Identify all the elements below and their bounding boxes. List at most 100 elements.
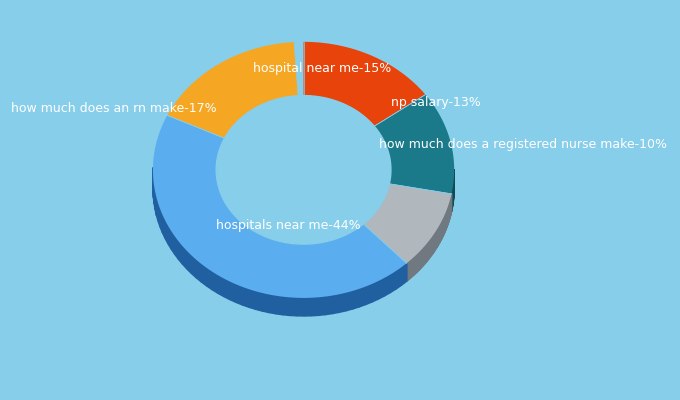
Polygon shape xyxy=(363,184,452,263)
Polygon shape xyxy=(265,236,268,256)
Polygon shape xyxy=(269,294,276,314)
Text: np salary-13%: np salary-13% xyxy=(391,96,481,108)
Polygon shape xyxy=(366,284,372,304)
Polygon shape xyxy=(415,254,417,274)
Polygon shape xyxy=(226,205,228,226)
Polygon shape xyxy=(272,239,276,258)
Polygon shape xyxy=(421,249,422,268)
Polygon shape xyxy=(409,260,410,280)
Polygon shape xyxy=(426,242,428,262)
Polygon shape xyxy=(390,184,452,212)
Polygon shape xyxy=(435,231,436,250)
Polygon shape xyxy=(160,209,163,233)
Polygon shape xyxy=(408,261,409,280)
Text: hospitals near me-44%: hospitals near me-44% xyxy=(216,219,361,232)
Polygon shape xyxy=(276,240,279,259)
Polygon shape xyxy=(223,199,225,220)
Polygon shape xyxy=(308,244,312,262)
Polygon shape xyxy=(374,95,454,194)
Polygon shape xyxy=(304,244,308,262)
Polygon shape xyxy=(390,271,396,293)
Polygon shape xyxy=(333,294,339,314)
Text: hospital near me-15%: hospital near me-15% xyxy=(252,62,391,76)
Polygon shape xyxy=(434,233,435,252)
Polygon shape xyxy=(284,242,288,261)
Polygon shape xyxy=(219,189,220,210)
Polygon shape xyxy=(312,243,316,262)
Polygon shape xyxy=(279,241,284,260)
Polygon shape xyxy=(401,263,407,285)
Polygon shape xyxy=(224,278,230,300)
Polygon shape xyxy=(155,192,156,216)
Polygon shape xyxy=(384,274,390,296)
Polygon shape xyxy=(236,284,243,305)
Polygon shape xyxy=(357,226,360,247)
Polygon shape xyxy=(153,115,407,298)
Polygon shape xyxy=(212,272,218,293)
Polygon shape xyxy=(156,197,158,221)
Polygon shape xyxy=(339,293,346,312)
Polygon shape xyxy=(201,264,207,286)
Polygon shape xyxy=(328,240,332,259)
Polygon shape xyxy=(241,222,244,242)
Polygon shape xyxy=(324,241,328,260)
Polygon shape xyxy=(288,243,292,262)
Polygon shape xyxy=(412,258,413,276)
Polygon shape xyxy=(423,247,424,266)
Polygon shape xyxy=(261,235,265,254)
Polygon shape xyxy=(316,243,320,262)
Polygon shape xyxy=(343,234,347,254)
Polygon shape xyxy=(325,296,333,315)
Polygon shape xyxy=(296,244,300,262)
Polygon shape xyxy=(283,297,290,316)
Polygon shape xyxy=(354,228,357,249)
Polygon shape xyxy=(396,267,401,289)
Polygon shape xyxy=(436,230,437,249)
Polygon shape xyxy=(249,289,256,309)
Polygon shape xyxy=(292,244,296,262)
Polygon shape xyxy=(353,289,359,309)
Polygon shape xyxy=(276,296,283,315)
Polygon shape xyxy=(187,251,192,274)
Polygon shape xyxy=(218,186,219,207)
Polygon shape xyxy=(318,296,325,315)
Polygon shape xyxy=(407,262,408,281)
Polygon shape xyxy=(225,202,226,223)
Polygon shape xyxy=(420,250,421,269)
Polygon shape xyxy=(320,242,324,261)
Polygon shape xyxy=(372,281,378,302)
Polygon shape xyxy=(439,224,440,243)
Polygon shape xyxy=(304,298,311,316)
Polygon shape xyxy=(158,203,160,227)
Polygon shape xyxy=(262,293,269,313)
Polygon shape xyxy=(363,224,407,281)
Polygon shape xyxy=(300,244,304,262)
Polygon shape xyxy=(182,246,187,269)
Polygon shape xyxy=(303,42,426,126)
Polygon shape xyxy=(339,236,343,256)
Polygon shape xyxy=(429,239,430,258)
Polygon shape xyxy=(244,224,248,245)
Polygon shape xyxy=(268,238,272,257)
Polygon shape xyxy=(239,220,241,240)
Polygon shape xyxy=(220,192,222,214)
Polygon shape xyxy=(248,227,250,247)
Polygon shape xyxy=(197,260,201,282)
Polygon shape xyxy=(256,291,262,311)
Polygon shape xyxy=(290,298,297,316)
Polygon shape xyxy=(437,227,438,247)
Polygon shape xyxy=(218,275,224,296)
Polygon shape xyxy=(425,245,426,264)
Polygon shape xyxy=(422,248,423,267)
Polygon shape xyxy=(236,217,239,238)
Polygon shape xyxy=(363,224,407,281)
Text: how much does a registered nurse make-10%: how much does a registered nurse make-10… xyxy=(379,138,667,151)
Polygon shape xyxy=(428,240,429,260)
Polygon shape xyxy=(413,256,415,276)
Polygon shape xyxy=(257,233,261,253)
Polygon shape xyxy=(165,220,168,244)
Polygon shape xyxy=(430,238,431,257)
Polygon shape xyxy=(192,256,197,278)
Polygon shape xyxy=(233,214,236,235)
Polygon shape xyxy=(432,234,434,254)
